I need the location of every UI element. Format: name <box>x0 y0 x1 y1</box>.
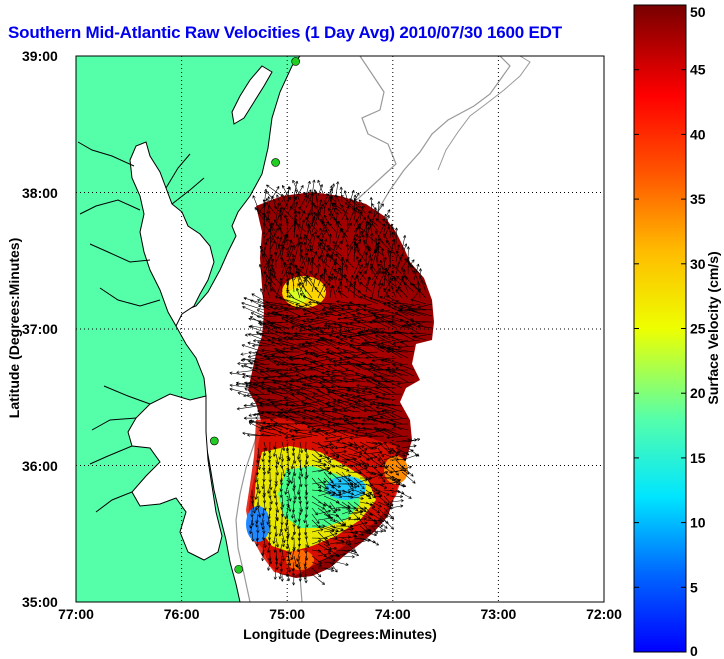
colorbar-tick-label: 45 <box>690 62 706 78</box>
bathymetry-contour-deep <box>437 56 531 171</box>
plot-frame <box>75 55 605 603</box>
radar-station-marker <box>234 564 243 574</box>
x-tick-label: 76:00 <box>163 606 200 622</box>
colorbar-tick-label: 15 <box>690 450 706 466</box>
radar-station-marker <box>210 436 219 446</box>
x-tick-label: 72:00 <box>586 606 622 622</box>
lat-lon-grid <box>76 56 604 602</box>
colorbar-tick-label: 30 <box>690 256 706 272</box>
y-tick-label: 36:00 <box>22 457 58 474</box>
x-tick-label: 73:00 <box>480 606 517 622</box>
x-tick-label: 77:00 <box>58 606 94 622</box>
y-tick-label: 39:00 <box>22 48 58 64</box>
colorbar-tick-label: 10 <box>690 515 706 531</box>
map-title: Southern Mid-Atlantic Raw Velocities (1 … <box>8 23 562 42</box>
sound-inlets <box>89 385 151 513</box>
colorbar-tick-label: 35 <box>690 191 706 207</box>
colorbar-tick-label: 40 <box>690 126 706 142</box>
radar-stations <box>210 57 300 574</box>
colorbar-tick-label: 25 <box>690 321 706 337</box>
delaware-bay <box>231 65 273 125</box>
colorbar-tick-label: 0 <box>690 643 698 659</box>
slow-current-eddy-north-core <box>288 288 308 304</box>
fast-current-patch-east <box>384 456 408 484</box>
y-tick-label: 37:00 <box>22 321 58 337</box>
x-axis-label: Longitude (Degrees:Minutes) <box>243 626 437 642</box>
colorbar-ticks: 0 5 10 15 20 25 30 35 40 45 50 <box>634 4 706 659</box>
velocity-arrows <box>229 179 433 586</box>
x-tick-label: 74:00 <box>374 606 411 622</box>
radar-station-marker <box>291 57 300 66</box>
y-tick-label: 38:00 <box>22 184 58 201</box>
colorbar <box>633 4 687 653</box>
colorbar-tick-label: 5 <box>690 579 698 595</box>
x-tick-label: 75:00 <box>269 606 306 622</box>
slow-current-patch-sw <box>246 506 270 542</box>
colorbar-label: Surface Velocity (cm/s) <box>705 251 721 405</box>
colorbar-tick-label: 50 <box>690 4 706 20</box>
radar-station-marker <box>271 158 280 167</box>
velocity-arrow-set <box>229 179 433 586</box>
y-axis-label: Latitude (Degrees:Minutes) <box>6 237 22 419</box>
chesapeake-bay <box>129 141 215 328</box>
bay-tributaries <box>77 141 205 307</box>
colorbar-tick-label: 20 <box>690 385 706 401</box>
y-tick-label: 35:00 <box>22 594 58 610</box>
